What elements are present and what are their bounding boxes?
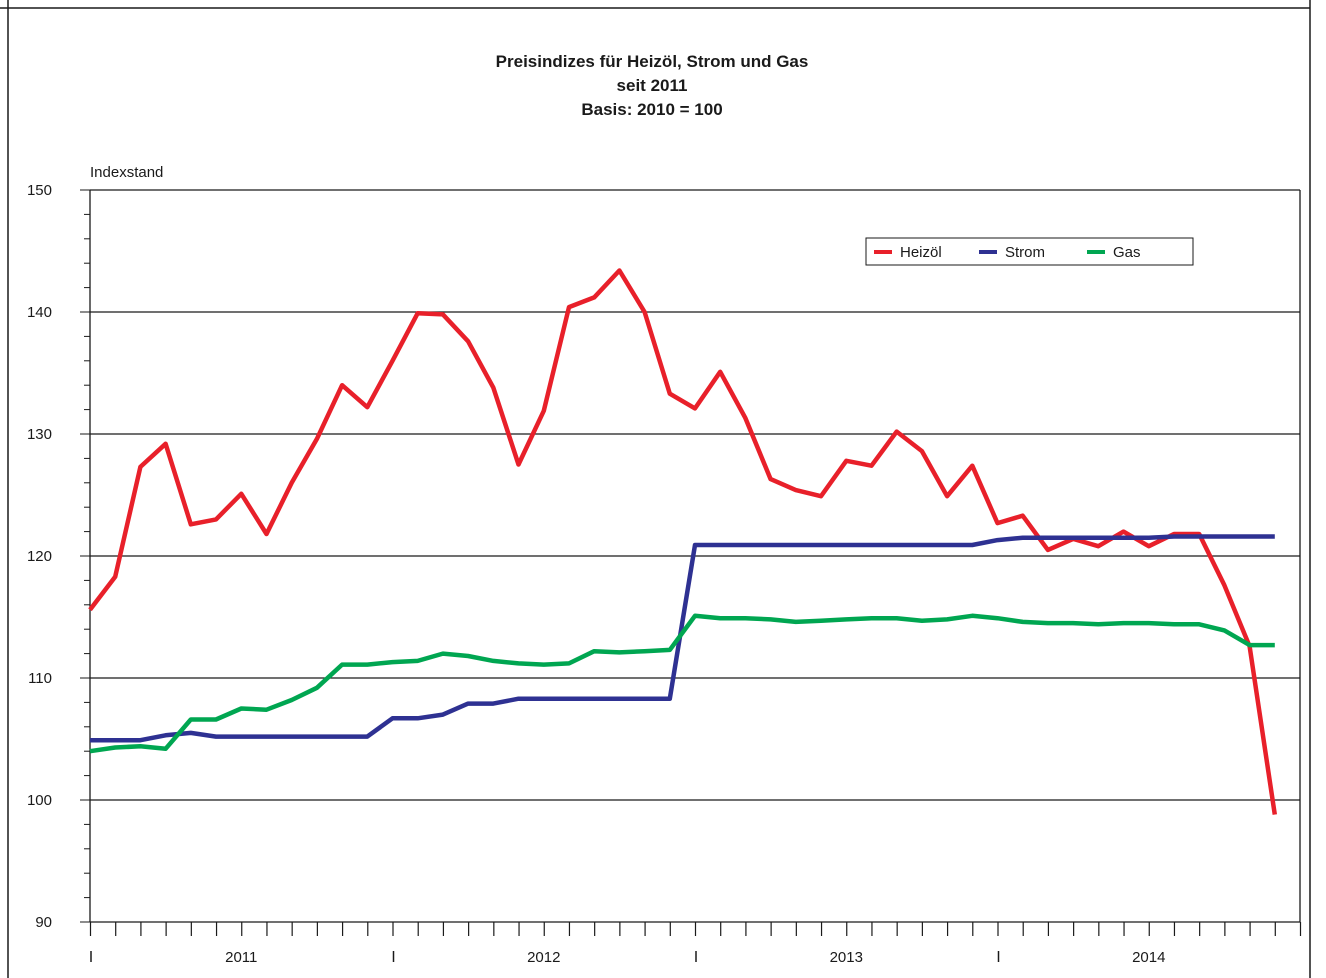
series-lines [88, 268, 1278, 815]
y-tick-label: 110 [28, 670, 52, 687]
y-tick-label: 130 [27, 426, 52, 443]
chart-title-block: Preisindizes für Heizöl, Strom und Gas s… [302, 50, 1002, 122]
chart-basis-label: Basis: 2010 = 100 [581, 100, 723, 119]
y-tick-label: 90 [35, 914, 52, 931]
chart-subtitle: seit 2011 [616, 76, 688, 95]
legend-items: Heizöl Strom Gas [874, 244, 1141, 261]
x-tick-label: 2012 [527, 949, 560, 966]
chart-title: Preisindizes für Heizöl, Strom und Gas [495, 52, 809, 71]
legend-label: Gas [1113, 244, 1141, 261]
axes: 90 100 110 120 130 140 150 2011 2012 2013 2014 [27, 182, 1302, 966]
y-axis-label: Indexstand [90, 164, 163, 181]
series-line-heiz-l [88, 268, 1278, 815]
x-tick-label: 2014 [1132, 949, 1165, 966]
series-line-gas [89, 613, 1275, 754]
y-tick-label: 150 [27, 182, 52, 199]
y-tick-label: 100 [27, 792, 52, 809]
x-tick-label: 2013 [830, 949, 863, 966]
legend-label: Heizöl [900, 244, 942, 261]
grid-lines [90, 189, 1300, 801]
y-tick-label: 120 [27, 548, 52, 565]
x-tick-label: 2011 [225, 949, 257, 966]
legend: Heizöl Strom Gas [865, 237, 1194, 266]
series-line-strom [90, 534, 1275, 743]
y-tick-label: 140 [27, 304, 52, 321]
legend-label: Strom [1005, 244, 1045, 261]
legend-box [865, 237, 1194, 266]
